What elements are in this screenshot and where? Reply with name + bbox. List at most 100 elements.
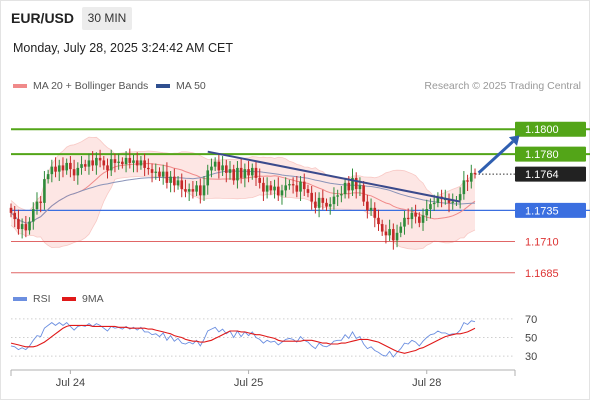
- candle-body: [202, 185, 206, 196]
- candle-body: [317, 197, 321, 208]
- candle-body: [98, 157, 102, 161]
- candle-body: [54, 166, 57, 172]
- ma50-line: [10, 170, 476, 224]
- candle-body: [373, 207, 377, 218]
- candle-body: [269, 185, 273, 191]
- timeframe-button[interactable]: 30 MIN: [82, 7, 132, 30]
- level-box-1.1780: [515, 146, 586, 162]
- candle-body: [288, 184, 291, 186]
- candle-body: [384, 231, 388, 236]
- candle-body: [213, 161, 217, 167]
- candle-body: [169, 176, 172, 183]
- candle-body: [377, 217, 380, 225]
- candle-body: [76, 167, 80, 176]
- candle-body: [147, 167, 150, 170]
- candle-body: [436, 196, 440, 203]
- rsi-tick-30: 30: [525, 351, 537, 363]
- candle-body: [328, 204, 332, 207]
- candle-body: [224, 165, 228, 173]
- candle-body: [217, 161, 221, 171]
- candle-body: [280, 190, 284, 196]
- candle-body: [20, 224, 24, 230]
- candle-body: [65, 162, 68, 171]
- legend-rsi-ma: 9MA: [62, 293, 104, 305]
- candle-body: [380, 224, 384, 232]
- candle-body: [273, 186, 276, 191]
- candle-body: [247, 169, 250, 176]
- candle-body: [165, 171, 169, 183]
- candle-body: [466, 180, 469, 182]
- candle-body: [132, 160, 135, 163]
- candle-body: [184, 189, 187, 192]
- candle-body: [254, 167, 258, 178]
- credit-label: Research © 2025 Trading Central: [424, 80, 581, 92]
- candle-body: [395, 232, 399, 241]
- candle-body: [95, 157, 98, 166]
- candle-body: [195, 185, 198, 192]
- candle-body: [284, 185, 287, 191]
- candle-body: [299, 181, 302, 192]
- candle-body: [432, 202, 436, 205]
- candle-body: [388, 229, 391, 236]
- candle-body: [113, 159, 117, 163]
- candle-body: [321, 197, 325, 203]
- candle-body: [187, 189, 191, 192]
- downtrend-line: [207, 150, 461, 203]
- candle-body: [340, 194, 343, 196]
- candle-body: [161, 171, 165, 177]
- candle-body: [336, 195, 339, 197]
- bollinger-lower: [10, 175, 476, 250]
- ma50-swatch: [156, 84, 170, 88]
- candle-body: [358, 185, 362, 190]
- ma20-line: [10, 162, 476, 224]
- candle-body: [43, 179, 46, 203]
- candle-body: [228, 169, 232, 173]
- candle-body: [31, 209, 35, 222]
- candle-body: [418, 216, 421, 223]
- rsi-swatch: [13, 297, 27, 301]
- candle-body: [135, 160, 139, 166]
- candle-body: [295, 185, 299, 192]
- candle-body: [9, 207, 13, 213]
- candle-body: [143, 160, 146, 168]
- rsi-ma-line: [10, 324, 476, 354]
- candle-body: [13, 212, 17, 220]
- level-label-1.1764: 1.1764: [525, 169, 559, 181]
- candle-body: [158, 171, 161, 177]
- target-arrow-head: [508, 135, 520, 146]
- x-tick-label: Jul 24: [56, 377, 85, 389]
- candle-body: [239, 167, 243, 178]
- legend-rsi-label: RSI: [33, 293, 51, 305]
- candle-body: [310, 192, 313, 202]
- level-box-1.1800: [515, 121, 586, 137]
- candle-body: [250, 167, 254, 176]
- candle-body: [399, 226, 403, 233]
- datetime-label: Monday, July 28, 2025 3:24:42 AM CET: [13, 41, 234, 55]
- candle-body: [425, 209, 429, 216]
- candle-body: [180, 180, 184, 190]
- level-label-1.1735: 1.1735: [525, 205, 559, 217]
- candle-body: [176, 180, 180, 186]
- candle-body: [392, 229, 395, 241]
- candle-body: [72, 169, 76, 176]
- candle-body: [46, 174, 50, 180]
- candle-body: [462, 180, 466, 195]
- level-box-1.1735: [515, 202, 586, 218]
- x-tick-label: Jul 28: [412, 377, 441, 389]
- candle-body: [447, 199, 451, 203]
- candle-body: [302, 181, 306, 190]
- target-arrow-shaft: [477, 140, 514, 175]
- legend-rsi: RSI: [13, 293, 51, 305]
- rsi-line: [10, 320, 476, 358]
- rsi-tick-70: 70: [525, 314, 537, 326]
- candle-body: [265, 185, 269, 192]
- candle-body: [414, 212, 417, 217]
- candle-body: [210, 166, 213, 171]
- x-tick-label: Jul 25: [234, 377, 263, 389]
- candle-body: [91, 160, 94, 166]
- rsi-tick-50: 50: [525, 333, 537, 345]
- candle-body: [276, 186, 280, 196]
- candle-body: [39, 201, 42, 203]
- candle-body: [469, 172, 473, 182]
- legend-ma50: MA 50: [156, 80, 206, 92]
